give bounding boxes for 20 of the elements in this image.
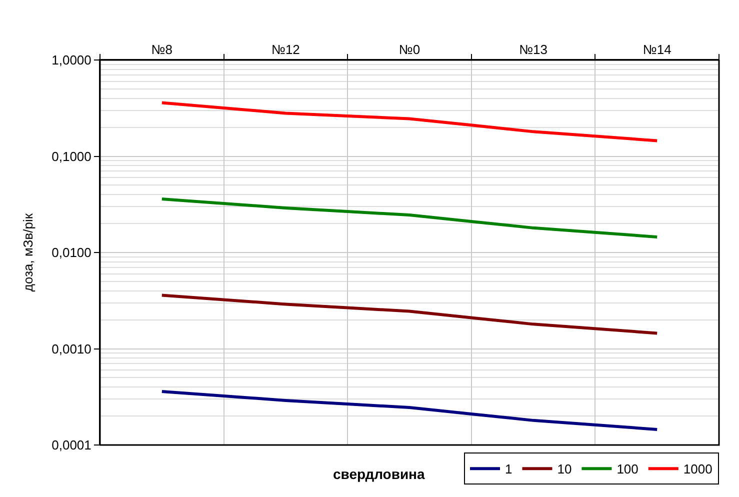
y-tick-label: 0,0001 <box>52 438 92 453</box>
x-tick-label: №13 <box>519 42 548 57</box>
x-tick-label: №14 <box>642 42 672 57</box>
y-tick-label: 0,1000 <box>52 148 92 164</box>
y-axis-title: доза, мЗв/рік <box>20 213 36 292</box>
legend-label: 100 <box>616 462 638 477</box>
line-series <box>160 294 659 335</box>
y-tick-label: 0,0010 <box>52 341 92 356</box>
legend-label: 1000 <box>683 462 712 477</box>
x-tick-label: №8 <box>151 42 172 57</box>
line-series <box>160 197 659 238</box>
x-tick-label: №0 <box>398 42 420 57</box>
line-series <box>160 101 659 142</box>
legend-label: 10 <box>557 462 572 477</box>
legend-label: 1 <box>505 462 512 477</box>
x-axis-title: свердловина <box>333 466 426 482</box>
x-tick-label: №12 <box>271 42 300 57</box>
y-tick-label: 1,0000 <box>52 52 92 68</box>
y-tick-label: 0,0100 <box>52 245 92 260</box>
line-series <box>160 390 659 431</box>
